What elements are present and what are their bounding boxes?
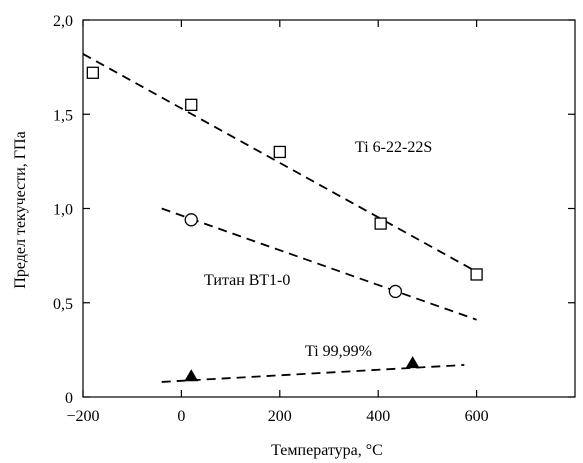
x-tick-label: 400 bbox=[366, 408, 390, 425]
data-markers bbox=[86, 66, 483, 382]
x-axis-title: Температура, °C bbox=[271, 442, 383, 459]
square-marker bbox=[185, 98, 198, 111]
trend-line-series-1 bbox=[161, 207, 477, 321]
circle-marker bbox=[184, 213, 198, 227]
series-label-ti-99-99: Ti 99,99% bbox=[305, 343, 372, 360]
plot-area-border bbox=[82, 19, 576, 398]
triangle-marker bbox=[184, 369, 199, 382]
trend-lines bbox=[82, 53, 482, 383]
square-marker bbox=[86, 66, 99, 79]
trend-line-series-0 bbox=[82, 53, 482, 276]
y-tick-label: 1,0 bbox=[53, 202, 73, 219]
y-tick-label: 1,5 bbox=[53, 107, 73, 124]
x-tick-label: −200 bbox=[66, 408, 99, 425]
y-tick-label: 2,0 bbox=[53, 13, 73, 30]
x-tick-label: 200 bbox=[268, 408, 292, 425]
series-label-titan-vt1-0: Титан ВТ1-0 bbox=[204, 272, 290, 289]
x-tick-label: 0 bbox=[177, 408, 185, 425]
series-label-ti-6-22-22s: Ti 6-22-22S bbox=[355, 139, 432, 156]
trend-line-series-2 bbox=[161, 364, 465, 383]
square-marker bbox=[374, 217, 387, 230]
plot-frame bbox=[82, 19, 576, 398]
axis-ticks bbox=[82, 19, 575, 398]
y-tick-label: 0,5 bbox=[53, 296, 73, 313]
square-marker bbox=[273, 145, 286, 159]
triangle-marker bbox=[405, 356, 420, 369]
square-marker bbox=[470, 268, 483, 281]
circle-marker bbox=[388, 284, 403, 299]
x-tick-label: 600 bbox=[465, 408, 489, 425]
y-tick-label: 0 bbox=[65, 390, 73, 407]
y-axis-title: Предел текучести, ГПа bbox=[12, 131, 29, 288]
